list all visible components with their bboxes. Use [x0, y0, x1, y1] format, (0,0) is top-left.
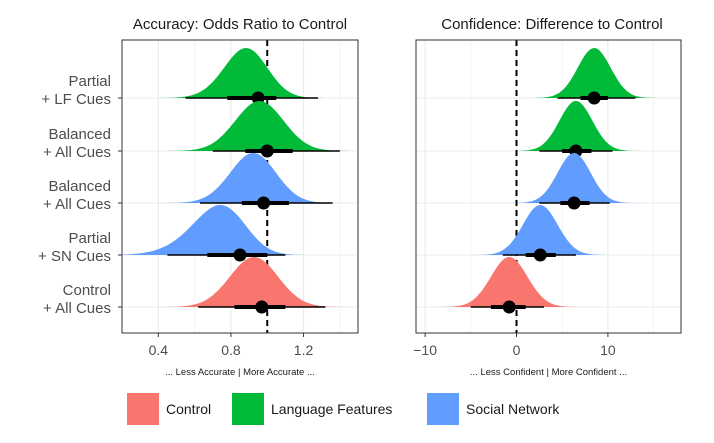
row-label-line: + SN Cues [38, 248, 111, 265]
legend-swatch-social-network [427, 393, 459, 425]
accuracy-point-estimate-row-1 [260, 144, 274, 158]
accuracy-point-estimate-row-4 [255, 300, 269, 314]
confidence-x-tick-label: 10 [600, 342, 616, 358]
confidence-x-tick-label: −10 [413, 342, 437, 358]
confidence-density-row-1 [416, 101, 681, 151]
row-label-line: Partial [68, 230, 111, 247]
row-label-4: Control + All Cues [43, 282, 111, 317]
accuracy-density-row-0 [122, 48, 358, 98]
confidence-plot-background [416, 40, 681, 333]
accuracy-x-tick-label: 0.4 [149, 342, 169, 358]
row-label-line: + All Cues [43, 300, 111, 317]
accuracy-panel: Accuracy: Odds Ratio to Control 0.4 0.8 1.… [121, 16, 359, 378]
accuracy-point-estimate-row-3 [233, 248, 247, 262]
confidence-x-tick-label: 0 [513, 342, 521, 358]
row-label-line: + LF Cues [41, 91, 111, 108]
confidence-axis-note: ... Less Confident | More Confident ... [470, 367, 627, 378]
confidence-density-row-2 [416, 153, 681, 203]
row-label-3: Partial + SN Cues [38, 230, 111, 265]
accuracy-panel-title: Accuracy: Odds Ratio to Control [133, 16, 347, 33]
legend-swatch-language-features [232, 393, 264, 425]
row-label-2: Balanced + All Cues [43, 178, 111, 213]
accuracy-density-row-2 [122, 153, 358, 203]
accuracy-density-row-1 [122, 101, 358, 151]
row-label-line: Control [63, 282, 111, 299]
accuracy-x-tick-label: 1.2 [294, 342, 314, 358]
accuracy-density-row-3 [122, 205, 358, 255]
legend-label-social-network: Social Network [466, 401, 560, 417]
confidence-density-row-0 [416, 48, 681, 98]
accuracy-x-tick-label: 0.8 [221, 342, 241, 358]
confidence-point-estimate-row-0 [587, 91, 601, 105]
confidence-panel-border [415, 39, 682, 334]
legend: Control Language Features Social Network [127, 393, 560, 425]
confidence-panel: Confidence: Difference to Control −10 0 10… [413, 16, 682, 378]
row-label-0: Partial + LF Cues [41, 73, 111, 108]
row-label-1: Balanced + All Cues [43, 126, 111, 161]
confidence-point-estimate-row-3 [533, 248, 547, 262]
accuracy-point-estimate-row-2 [257, 196, 271, 210]
legend-swatch-control [127, 393, 159, 425]
confidence-density-row-4 [416, 257, 681, 307]
confidence-panel-title: Confidence: Difference to Control [441, 16, 663, 33]
legend-label-control: Control [166, 401, 211, 417]
row-label-line: + All Cues [43, 196, 111, 213]
accuracy-density-row-4 [122, 257, 358, 307]
row-label-line: Balanced [48, 126, 111, 143]
row-label-line: Partial [68, 73, 111, 90]
confidence-point-estimate-row-4 [502, 300, 516, 314]
confidence-point-estimate-row-2 [567, 196, 581, 210]
row-label-line: Balanced [48, 178, 111, 195]
legend-label-language-features: Language Features [271, 401, 392, 417]
row-label-line: + All Cues [43, 144, 111, 161]
accuracy-axis-note: ... Less Accurate | More Accurate ... [165, 367, 315, 378]
confidence-density-row-3 [416, 205, 681, 255]
accuracy-panel-border [121, 39, 359, 334]
